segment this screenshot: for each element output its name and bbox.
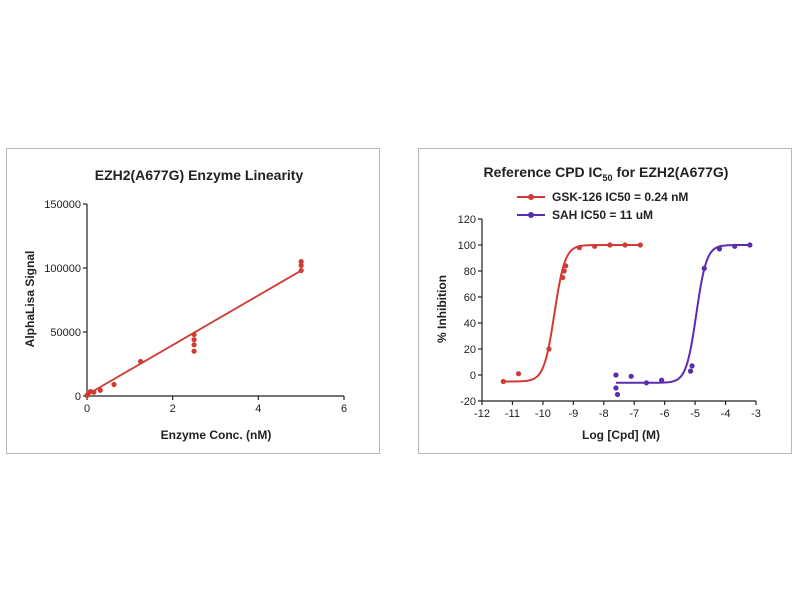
linearity-x-tick-label: 0	[84, 403, 90, 415]
ic50-data-point-1	[732, 243, 738, 249]
legend-label-0: GSK-126 IC50 = 0.24 nM	[552, 190, 688, 204]
ic50-y-tick-label: 80	[464, 266, 476, 278]
ic50-title-main: Reference CPD IC	[484, 164, 603, 180]
ic50-y-tick-label: -20	[460, 396, 476, 408]
ic50-title-end: for EZH2(A677G)	[613, 164, 729, 180]
ic50-data-point-0	[607, 242, 613, 248]
linearity-x-tick-label: 2	[170, 403, 176, 415]
ic50-x-axis-label: Log [Cpd] (M)	[582, 428, 660, 442]
linearity-data-point	[298, 267, 304, 274]
linearity-y-tick-label: 0	[75, 391, 81, 403]
ic50-chart-panel: Reference CPD IC50 for EZH2(A677G) GSK-1…	[418, 148, 792, 454]
linearity-chart-panel: EZH2(A677G) Enzyme Linearity 0 2 4 6 0 50000 1…	[6, 148, 380, 454]
legend-marker-1	[528, 212, 534, 218]
linearity-data-point	[191, 348, 197, 354]
ic50-data-point-0	[515, 371, 522, 377]
ic50-data-point-1	[747, 242, 753, 248]
ic50-y-tick-label: 120	[458, 214, 476, 226]
linearity-data-point	[111, 381, 117, 388]
ic50-x-tick-label: -11	[505, 408, 520, 420]
ic50-legend: GSK-126 IC50 = 0.24 nM SAH IC50 = 11 uM	[517, 190, 688, 222]
ic50-data-point-1	[613, 385, 619, 391]
linearity-data-point	[298, 262, 304, 269]
legend-label-1: SAH IC50 = 11 uM	[552, 208, 653, 222]
linearity-y-tick-label: 150000	[44, 199, 81, 211]
legend-marker-0	[528, 194, 534, 200]
ic50-data-point-0	[560, 274, 566, 281]
ic50-data-point-1	[689, 363, 695, 369]
ic50-data-point-1	[614, 391, 621, 398]
ic50-x-tick-label: -12	[474, 408, 490, 420]
ic50-data-point-0	[576, 245, 583, 251]
linearity-data-point	[298, 259, 304, 265]
linearity-chart: EZH2(A677G) Enzyme Linearity 0 2 4 6 0 50000 1…	[23, 167, 347, 442]
ic50-y-tick-label: 60	[464, 292, 476, 304]
linearity-data-point	[191, 331, 197, 338]
ic50-data-point-0	[546, 346, 552, 352]
linearity-y-tick-label: 100000	[44, 263, 81, 275]
linearity-data-point	[97, 387, 103, 393]
ic50-x-tick-label: -6	[660, 408, 670, 420]
ic50-x-tick-label: -9	[568, 408, 578, 420]
ic50-data-point-1	[659, 377, 665, 383]
ic50-chart: Reference CPD IC50 for EZH2(A677G) GSK-1…	[435, 164, 761, 442]
linearity-data-point	[191, 337, 197, 343]
ic50-data-point-1	[701, 265, 707, 271]
ic50-x-tick-label: -10	[535, 408, 551, 420]
ic50-data-point-1	[628, 373, 634, 379]
linearity-x-axis-label: Enzyme Conc. (nM)	[161, 428, 272, 442]
ic50-data-point-0	[563, 263, 569, 269]
ic50-data-point-0	[500, 378, 506, 385]
ic50-y-axis-label: % Inhibition	[435, 275, 449, 343]
ic50-data-point-0	[592, 243, 598, 249]
ic50-x-tick-label: -8	[599, 408, 609, 420]
linearity-x-tick-label: 6	[341, 403, 347, 415]
linearity-plot-area: 0 2 4 6 0 50000 100000 150000	[44, 199, 347, 415]
ic50-y-tick-label: 100	[458, 240, 476, 252]
ic50-y-tick-label: 40	[464, 318, 476, 330]
linearity-x-tick-label: 4	[255, 403, 261, 415]
ic50-y-tick-label: 0	[470, 370, 476, 382]
ic50-plot-area: -12 -11 -10 -9 -8 -7 -6 -5 -4 -3 -20 0 20 40 60 80 100 12…	[458, 214, 761, 420]
linearity-y-axis-label: AlphaLisa Signal	[23, 251, 37, 348]
ic50-x-tick-label: -4	[721, 408, 731, 420]
ic50-title-subscript: 50	[603, 173, 613, 183]
ic50-data-point-1	[643, 380, 649, 386]
ic50-data-point-1	[687, 368, 694, 374]
ic50-data-point-0	[637, 242, 643, 248]
ic50-fit-curve-1	[615, 244, 750, 384]
ic50-data-point-0	[561, 268, 567, 274]
ic50-x-tick-label: -7	[629, 408, 639, 420]
linearity-chart-title: EZH2(A677G) Enzyme Linearity	[95, 167, 304, 183]
ic50-chart-title: Reference CPD IC50 for EZH2(A677G)	[484, 164, 729, 183]
linearity-data-point	[191, 342, 197, 348]
ic50-x-tick-label: -5	[690, 408, 700, 420]
ic50-y-tick-label: 20	[464, 344, 476, 356]
linearity-data-point	[137, 358, 144, 365]
ic50-data-point-0	[622, 242, 628, 248]
linearity-data-point	[91, 389, 97, 395]
ic50-data-point-1	[716, 246, 723, 252]
linearity-y-tick-label: 50000	[50, 327, 81, 339]
ic50-data-point-1	[613, 372, 619, 378]
ic50-x-tick-label: -3	[751, 408, 761, 420]
ic50-fit-curve-0	[503, 244, 641, 383]
